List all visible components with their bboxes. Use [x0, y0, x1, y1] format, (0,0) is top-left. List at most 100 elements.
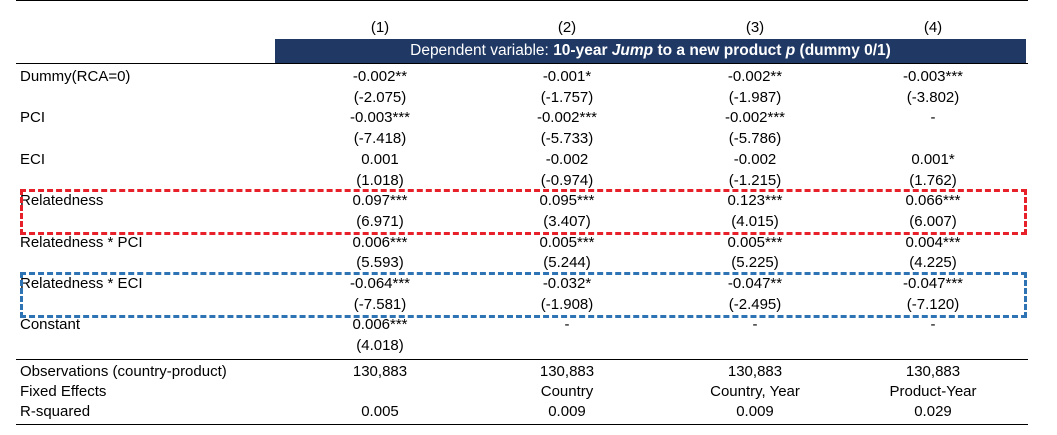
tstat-row: (4.018) [16, 335, 1028, 356]
tstat-cell: (4.015) [731, 213, 779, 230]
tstat-cell: (6.007) [909, 213, 957, 230]
tstat-cell: (-5.786) [728, 130, 782, 147]
coef-cell: 0.097*** [352, 192, 408, 209]
tstat-cell: (1.018) [356, 172, 404, 189]
coef-cell: -0.047*** [902, 275, 964, 292]
coef-cell: 0.001 [361, 151, 399, 168]
coef-cell: -0.001* [542, 68, 592, 85]
tstat-cell: (-1.215) [728, 172, 782, 189]
tstat-cell: (-1.987) [728, 89, 782, 106]
coef-cell: - [564, 316, 570, 333]
tstat-cell: (-0.974) [540, 172, 594, 189]
coef-cell: -0.047** [727, 275, 783, 292]
tstat-cell: (5.244) [543, 254, 591, 271]
tstat-row: (6.971) (3.407) (4.015) (6.007) [16, 211, 1028, 232]
relatedness-eci-highlight [20, 272, 1027, 318]
coef-row: Relatedness * PCI 0.006*** 0.005*** 0.005**… [16, 232, 1028, 253]
footer-cell: 130,883 [352, 363, 408, 380]
coef-cell: -0.002*** [536, 109, 598, 126]
coef-row: ECI 0.001 -0.002 -0.002 0.001* [16, 149, 1028, 170]
banner-jump: Jump [611, 42, 654, 59]
footer-row: Observations (country-product) 130,883 130… [16, 361, 1028, 382]
footer-cell: Country [540, 383, 594, 400]
footer-cell: 0.009 [548, 403, 586, 420]
coef-cell: 0.095*** [539, 192, 595, 209]
banner-product-var: p [785, 42, 796, 59]
coef-row: Relatedness * ECI -0.064*** -0.032* -0.047*… [16, 273, 1028, 294]
variable-label: ECI [20, 151, 46, 168]
coef-cell: 0.004*** [905, 234, 961, 251]
coef-cell: -0.003*** [902, 68, 964, 85]
tstat-row: (-7.418) (-5.733) (-5.786) [16, 128, 1028, 149]
coef-cell: 0.066*** [905, 192, 961, 209]
coef-cell: -0.064*** [349, 275, 411, 292]
variable-label: Relatedness * PCI [20, 234, 143, 251]
variable-label: Relatedness * ECI [20, 275, 143, 292]
tstat-cell: (6.971) [356, 213, 404, 230]
tstat-cell: (4.018) [356, 337, 404, 354]
footer-cell: Product-Year [889, 383, 977, 400]
header-rule [16, 63, 1028, 64]
column-header-row: (1) (2) (3) (4) [16, 17, 1028, 38]
tstat-cell: (1.762) [909, 172, 957, 189]
footer-cell: 0.029 [914, 403, 952, 420]
coef-cell: 0.006*** [352, 234, 408, 251]
footer-cell: 130,883 [727, 363, 783, 380]
footer-rule [16, 359, 1028, 360]
coef-cell: 0.005*** [539, 234, 595, 251]
banner-horizon: 10-year [553, 42, 608, 59]
column-header-2: (2) [557, 19, 577, 36]
coef-cell: 0.006*** [352, 316, 408, 333]
coef-cell: - [930, 316, 936, 333]
footer-cell: 0.009 [736, 403, 774, 420]
tstat-cell: (-2.495) [728, 296, 782, 313]
footer-label: Fixed Effects [20, 383, 107, 400]
tstat-row: (5.593) (5.244) (5.225) (4.225) [16, 252, 1028, 273]
tstat-row: (-2.075) (-1.757) (-1.987) (-3.802) [16, 87, 1028, 108]
coef-cell: -0.032* [542, 275, 592, 292]
coef-cell: 0.123*** [727, 192, 783, 209]
footer-cell: 130,883 [905, 363, 961, 380]
footer-label: R-squared [20, 403, 91, 420]
footer-cell: 130,883 [539, 363, 595, 380]
tstat-row: (-7.581) (-1.908) (-2.495) (-7.120) [16, 294, 1028, 315]
tstat-cell: (3.407) [543, 213, 591, 230]
tstat-cell: (-7.418) [353, 130, 407, 147]
footer-cell: 0.005 [361, 403, 399, 420]
tstat-cell: (5.225) [731, 254, 779, 271]
coef-cell: - [930, 109, 936, 126]
variable-label: Dummy(RCA=0) [20, 68, 131, 85]
variable-label: Constant [20, 316, 81, 333]
coef-cell: 0.001* [911, 151, 955, 168]
tstat-cell: (4.225) [909, 254, 957, 271]
coef-cell: -0.003*** [349, 109, 411, 126]
relatedness-highlight [20, 189, 1027, 235]
tstat-cell: (5.593) [356, 254, 404, 271]
variable-label: Relatedness [20, 192, 104, 209]
tstat-cell: (-5.733) [540, 130, 594, 147]
column-header-3: (3) [745, 19, 765, 36]
banner-prefix: Dependent variable: [410, 42, 549, 59]
tstat-cell: (-1.757) [540, 89, 594, 106]
coef-row: Constant 0.006*** - - - [16, 314, 1028, 335]
top-rule [16, 0, 1028, 1]
coef-row: Dummy(RCA=0) -0.002** -0.001* -0.002** -0.00… [16, 66, 1028, 87]
coef-cell: -0.002*** [724, 109, 786, 126]
footer-label: Observations (country-product) [20, 363, 227, 380]
banner-target: to a new product [657, 42, 782, 59]
coef-cell: -0.002** [727, 68, 783, 85]
footer-row: R-squared 0.005 0.009 0.009 0.029 [16, 401, 1028, 422]
tstat-cell: (-2.075) [353, 89, 407, 106]
column-header-4: (4) [923, 19, 943, 36]
tstat-cell: (-7.581) [353, 296, 407, 313]
coef-cell: 0.005*** [727, 234, 783, 251]
coef-cell: -0.002** [352, 68, 408, 85]
footer-cell: Country, Year [710, 383, 800, 400]
coef-cell: -0.002 [545, 151, 589, 168]
tstat-cell: (-1.908) [540, 296, 594, 313]
bottom-rule [16, 424, 1028, 425]
banner-dummy: (dummy 0/1) [799, 42, 891, 59]
dependent-variable-banner: Dependent variable: 10-year Jump to a ne… [275, 39, 1026, 63]
tstat-cell: (-7.120) [906, 296, 960, 313]
coef-row: PCI -0.003*** -0.002*** -0.002*** - [16, 107, 1028, 128]
